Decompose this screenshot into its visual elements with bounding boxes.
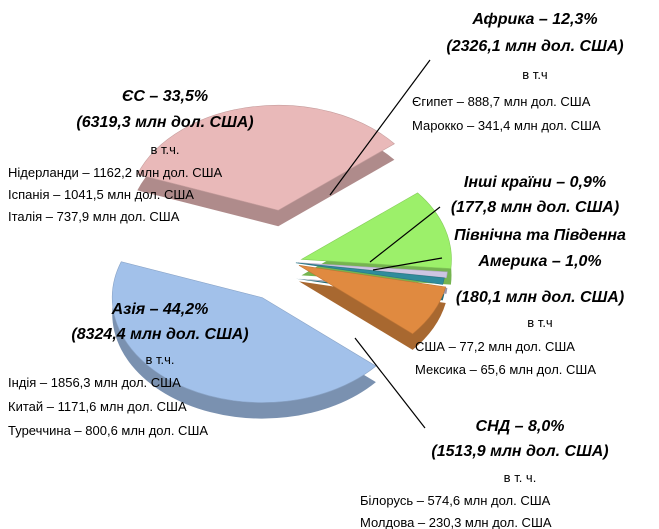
slice-detail: Мексика – 65,6 млн дол. США (415, 362, 596, 377)
slice-detail: Іспанія – 1041,5 млн дол. США (8, 187, 194, 202)
leader-line (354, 337, 426, 429)
leader-line (329, 59, 431, 196)
slice-label: Інші країни – 0,9% (463, 174, 607, 191)
slice-detail: Марокко – 341,4 млн дол. США (412, 118, 601, 133)
slice-detail: Індія – 1856,3 млн дол. США (8, 375, 181, 390)
slice-intro: в т.ч (527, 315, 553, 330)
slice-amount: (6319,3 млн дол. США) (76, 114, 254, 131)
leader-line (372, 257, 443, 271)
slice-amount: (2326,1 млн дол. США) (446, 38, 624, 55)
slice-amount: (1513,9 млн дол. США) (431, 443, 609, 460)
slice-amount: (8324,4 млн дол. США) (71, 326, 249, 343)
slice (300, 192, 452, 269)
leader-line (369, 206, 441, 263)
slice-detail: Білорусь – 574,6 млн дол. США (360, 493, 551, 508)
slice-detail: США – 77,2 млн дол. США (415, 339, 575, 354)
slice (298, 265, 447, 335)
slice-intro: в т.ч. (150, 142, 180, 157)
slice-intro: в т.ч. (145, 352, 175, 367)
slice (136, 104, 395, 211)
leader-lines (329, 59, 443, 429)
slice-label: Азія – 44,2% (111, 301, 209, 318)
slice-amount: (180,1 млн дол. США) (455, 289, 625, 306)
slice-label: СНД – 8,0% (475, 418, 565, 435)
slice (111, 261, 377, 403)
slice (295, 262, 445, 285)
slice-intro: в т.ч (522, 67, 548, 82)
slice-label: Північна та Південна Америка – 1,0% (454, 227, 626, 270)
slice-detail: Єгипет – 888,7 млн дол. США (412, 94, 591, 109)
slice-detail: Італія – 737,9 млн дол. США (8, 209, 180, 224)
slice-detail: Молдова – 230,3 млн дол. США (360, 515, 552, 529)
slice-label: ЄС – 33,5% (121, 88, 209, 105)
slice-detail: Туреччина – 800,6 млн дол. США (8, 423, 209, 438)
slice-intro: в т. ч. (503, 470, 537, 485)
slice-detail: Китай – 1171,6 млн дол. США (8, 399, 187, 414)
slice-label: Африка – 12,3% (472, 11, 598, 28)
slice-detail: Нідерланди – 1162,2 млн дол. США (8, 165, 223, 180)
slice-amount: (177,8 млн дол. США) (450, 199, 620, 216)
slice (297, 262, 448, 279)
